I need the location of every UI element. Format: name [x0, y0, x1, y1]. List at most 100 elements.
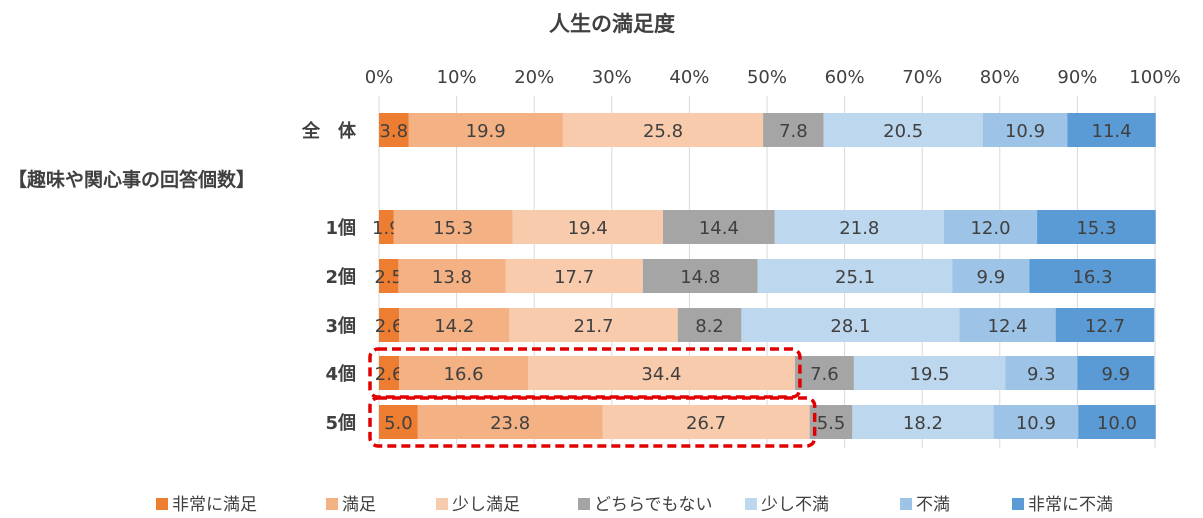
data-label: 1.9	[372, 218, 401, 239]
data-label: 9.3	[1027, 364, 1056, 385]
x-tick-label: 0%	[365, 67, 394, 88]
x-axis-ticks: 0% 10% 20% 30% 40% 50% 60% 70% 80% 90% 100%	[365, 67, 1181, 88]
data-label: 12.0	[970, 218, 1010, 239]
bar-segment	[823, 113, 983, 147]
legend-swatch	[326, 498, 338, 510]
chart-title: 人生の満足度	[549, 12, 675, 36]
legend-swatch	[578, 498, 590, 510]
section-label: 【趣味や関心事の回答個数】	[8, 168, 255, 191]
bar-segment	[399, 356, 528, 390]
data-label: 10.9	[1005, 121, 1045, 142]
bar-segment	[602, 405, 810, 439]
data-label: 9.9	[977, 267, 1006, 288]
bar-segment	[809, 405, 853, 439]
category-labels: 全 体 1個 2個 3個 4個 5個	[301, 120, 357, 434]
legend-item: 不満	[916, 495, 950, 515]
data-label: 23.8	[490, 413, 530, 434]
bar-segment	[774, 210, 944, 244]
bar-segment	[852, 405, 994, 439]
data-label: 8.2	[695, 316, 724, 337]
bar-segment	[663, 210, 775, 244]
x-tick-label: 30%	[592, 67, 632, 88]
data-label: 25.1	[835, 267, 875, 288]
legend-item: どちらでもない	[594, 495, 713, 515]
category-label: 3個	[325, 316, 356, 337]
bar-segment	[943, 210, 1038, 244]
bar-segment	[757, 259, 953, 293]
data-label: 2.5	[374, 267, 403, 288]
bar-segment	[741, 308, 960, 342]
data-label: 19.9	[466, 121, 506, 142]
data-label: 16.6	[444, 364, 484, 385]
bar-segment	[959, 308, 1056, 342]
bars: 3.8 19.9 25.8 7.8 20.5 10.9 11.4 1.9 15.3 19.4 14.…	[372, 113, 1156, 439]
bar-segment	[379, 308, 400, 342]
data-label: 28.1	[830, 316, 870, 337]
data-label: 2.6	[375, 364, 404, 385]
bar-segment	[677, 308, 742, 342]
bar-segment	[1077, 356, 1155, 390]
bar-segment	[562, 113, 764, 147]
data-label: 21.8	[839, 218, 879, 239]
bar-segment	[505, 259, 643, 293]
bar-segment	[982, 113, 1068, 147]
bar-segment	[1067, 113, 1156, 147]
bar-segment	[1005, 356, 1078, 390]
bar-segment	[1037, 210, 1156, 244]
x-tick-label: 90%	[1057, 67, 1097, 88]
category-label: 2個	[325, 267, 356, 288]
bar-segment	[379, 210, 394, 244]
legend-item: 少し不満	[761, 495, 829, 515]
bar-segment	[527, 356, 795, 390]
data-label: 17.7	[554, 267, 594, 288]
data-label: 10.9	[1016, 413, 1056, 434]
data-label: 19.4	[568, 218, 608, 239]
data-label: 9.9	[1101, 364, 1130, 385]
bar-segment	[379, 259, 399, 293]
category-label: 4個	[325, 364, 356, 385]
data-label: 14.2	[434, 316, 474, 337]
x-tick-label: 100%	[1129, 67, 1180, 88]
bar-segment	[399, 308, 510, 342]
data-label: 19.5	[910, 364, 950, 385]
x-tick-label: 80%	[980, 67, 1020, 88]
bar-segment	[1055, 308, 1155, 342]
category-label: 5個	[325, 413, 356, 434]
bar-segment	[512, 210, 664, 244]
category-label: 1個	[325, 218, 356, 239]
legend-swatch	[745, 498, 757, 510]
data-label: 10.0	[1097, 413, 1137, 434]
bar-segment	[417, 405, 603, 439]
highlight-box	[368, 347, 802, 399]
data-label: 14.4	[699, 218, 739, 239]
data-label: 7.6	[810, 364, 839, 385]
highlight-box	[368, 396, 817, 448]
legend-swatch	[1012, 498, 1024, 510]
data-label: 15.3	[1076, 218, 1116, 239]
data-label: 7.8	[779, 121, 808, 142]
data-label: 12.4	[988, 316, 1028, 337]
bar-segment	[408, 113, 563, 147]
legend-item: 少し満足	[452, 495, 520, 515]
data-label: 18.2	[903, 413, 943, 434]
data-label: 11.4	[1092, 121, 1132, 142]
bar-segment	[1078, 405, 1156, 439]
data-label: 26.7	[686, 413, 726, 434]
bar-segment	[794, 356, 854, 390]
bar-segment	[379, 405, 418, 439]
legend-item: 満足	[342, 495, 376, 515]
bar-segment	[853, 356, 1006, 390]
data-label: 21.7	[574, 316, 614, 337]
legend-item: 非常に満足	[172, 495, 257, 515]
legend-item: 非常に不満	[1028, 495, 1113, 515]
bar-segment	[1029, 259, 1156, 293]
data-label: 5.5	[817, 413, 846, 434]
x-tick-label: 20%	[514, 67, 554, 88]
x-tick-label: 60%	[825, 67, 865, 88]
data-label: 20.5	[883, 121, 923, 142]
bar-segment	[398, 259, 506, 293]
bar-segment	[379, 113, 409, 147]
data-label: 5.0	[384, 413, 413, 434]
bar-segment	[379, 356, 400, 390]
